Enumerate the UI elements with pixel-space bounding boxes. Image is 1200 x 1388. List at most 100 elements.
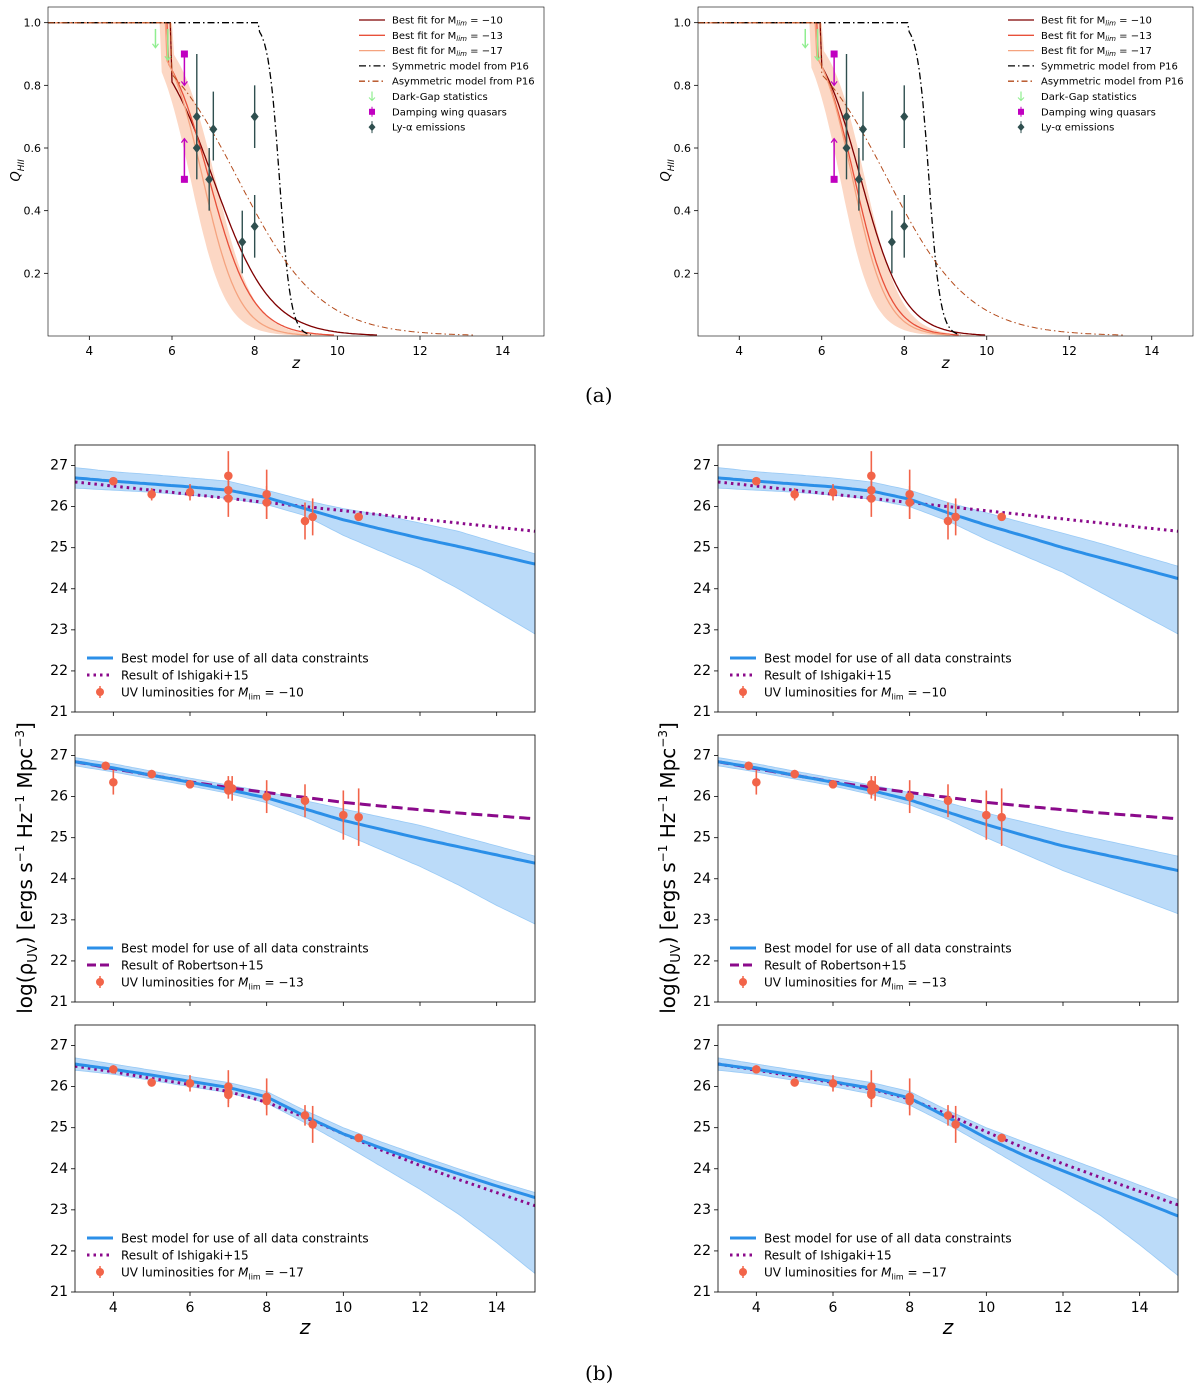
y-tick-label: 0.2 — [674, 267, 692, 280]
legend-label: UV luminosities for Mlim = −13 — [121, 976, 304, 992]
plot-area — [75, 757, 535, 925]
y-tick-label: 1.0 — [24, 17, 42, 30]
legend-swatch-point — [96, 1268, 104, 1276]
uv-luminosity-point — [339, 810, 348, 820]
uv-luminosity-point — [185, 779, 195, 789]
legend-swatch — [368, 123, 376, 132]
damping-wing-arrowhead — [180, 80, 188, 87]
lya-point — [854, 174, 863, 185]
uv-luminosity-point — [997, 512, 1006, 522]
x-tick-label: 8 — [251, 344, 259, 358]
uv-luminosity-point — [262, 1096, 271, 1106]
legend-label: Best fit for Mlim = −13 — [1041, 31, 1152, 43]
uv-luminosity-point — [905, 792, 914, 801]
x-tick-label: 4 — [86, 344, 94, 358]
axes-frame — [74, 444, 536, 713]
legend-label: Best model for use of all data constrain… — [121, 1232, 369, 1246]
y-tick-label: 0.4 — [24, 205, 42, 218]
x-axis-label: z — [299, 1315, 311, 1339]
reference-ishigaki-15-line — [718, 480, 1178, 533]
y-tick-label: 23 — [50, 1202, 68, 1218]
legend-label: Dark-Gap statistics — [392, 92, 488, 103]
uv-luminosity-point — [300, 796, 310, 806]
uv-luminosity-point — [828, 1079, 838, 1088]
uv-luminosity-point — [943, 516, 953, 526]
uv-luminosity-point — [300, 516, 310, 526]
damping-wing-point — [180, 175, 188, 183]
uv-luminosity-point — [982, 810, 991, 820]
axes-frame — [74, 734, 536, 1003]
legend-label: UV luminosities for Mlim = −13 — [764, 976, 947, 992]
legend-label: Best model for use of all data constrain… — [764, 1232, 1012, 1246]
model-uncertainty-band — [75, 467, 535, 635]
uv-luminosity-point — [354, 1133, 363, 1143]
reionization-panel-right: 4 6 8 10 12 14 0.2 0.4 0.6 0.8 1.0 z QHII Best fit fo… — [659, 6, 1194, 372]
legend-label: Best model for use of all data constrain… — [764, 942, 1012, 956]
x-tick-label: 12 — [1062, 344, 1077, 358]
y-tick-label: 24 — [50, 1161, 68, 1177]
uv-ylabels: log(ρUV) [ergs s−1 Hz−1 Mpc−3] log(ρUV) [… — [13, 722, 684, 1014]
x-axis-label: z — [941, 354, 951, 372]
dark-gap-arrowhead — [151, 43, 159, 49]
lya-point — [209, 124, 218, 135]
legend-label: Symmetric model from P16 — [392, 61, 529, 72]
y-tick-label: 22 — [50, 663, 68, 679]
uv-luminosity-point — [147, 489, 156, 499]
uv-luminosity-point — [790, 769, 799, 779]
uv-luminosity-point — [790, 489, 799, 499]
lya-point — [250, 221, 259, 232]
y-tick-label: 27 — [50, 458, 68, 474]
uv-luminosity-point — [997, 812, 1006, 822]
x-tick-label: 6 — [818, 344, 826, 358]
y-tick-label: 0.6 — [24, 142, 42, 155]
x-tick-label: 10 — [334, 1300, 352, 1316]
uv-luminosity-point — [262, 498, 271, 507]
uv-luminosity-point — [867, 471, 876, 481]
plot-area — [698, 22, 1171, 336]
y-tick-label: 23 — [693, 1202, 711, 1218]
x-axis-label: z — [291, 354, 301, 372]
uv-luminosity-point — [943, 1111, 953, 1120]
y-tick-label: 0.2 — [24, 267, 42, 280]
x-tick-label: 12 — [412, 344, 427, 358]
y-tick-label: 21 — [693, 1284, 711, 1300]
uv-luminosity-point — [870, 784, 880, 793]
y-tick-label: 21 — [50, 1284, 68, 1300]
y-tick-label: 23 — [693, 912, 711, 928]
uv-luminosity-point — [185, 487, 195, 497]
uv-panel-right-mlim-13: 21 22 23 24 25 26 27 Best model for use of all … — [693, 734, 1179, 1010]
plot-area — [718, 451, 1178, 635]
legend-swatch-point — [739, 688, 747, 696]
x-tick-label: 8 — [262, 1300, 271, 1316]
y-tick-label: 25 — [693, 540, 711, 556]
y-axis-label-uv-left: log(ρUV) [ergs s−1 Hz−1 Mpc−3] — [13, 722, 41, 1014]
model-uncertainty-band — [718, 757, 1178, 915]
damping-wing-arrowhead — [830, 137, 838, 143]
legend-label: Ly-α emissions — [1041, 123, 1114, 134]
x-tick-label: 14 — [495, 344, 510, 358]
legend-swatch — [369, 108, 375, 115]
axes-frame — [74, 1024, 536, 1293]
legend-label: Result of Ishigaki+15 — [121, 669, 249, 683]
uv-luminosity-point — [101, 761, 110, 771]
y-tick-label: 0.6 — [674, 142, 692, 155]
caption-b: (b) — [585, 1361, 613, 1385]
uv-luminosity-point — [308, 512, 317, 522]
y-tick-label: 1.0 — [674, 17, 692, 30]
legend-label: Best model for use of all data constrain… — [121, 652, 369, 666]
y-tick-label: 27 — [50, 1038, 68, 1054]
y-tick-label: 0.8 — [674, 79, 692, 92]
x-tick-label: 8 — [905, 1300, 914, 1316]
damping-wing-arrowhead — [830, 80, 838, 87]
y-tick-label: 26 — [693, 499, 711, 515]
caption-a: (a) — [585, 383, 613, 407]
model-uncertainty-band — [75, 757, 535, 925]
y-tick-label: 27 — [693, 1038, 711, 1054]
uv-luminosity-point — [300, 1111, 310, 1120]
plot-area — [75, 1057, 535, 1275]
x-tick-label: 4 — [752, 1300, 761, 1316]
lya-point — [192, 111, 201, 122]
y-tick-label: 22 — [693, 1243, 711, 1259]
y-tick-label: 25 — [693, 830, 711, 846]
uv-luminosity-point — [752, 1065, 761, 1074]
